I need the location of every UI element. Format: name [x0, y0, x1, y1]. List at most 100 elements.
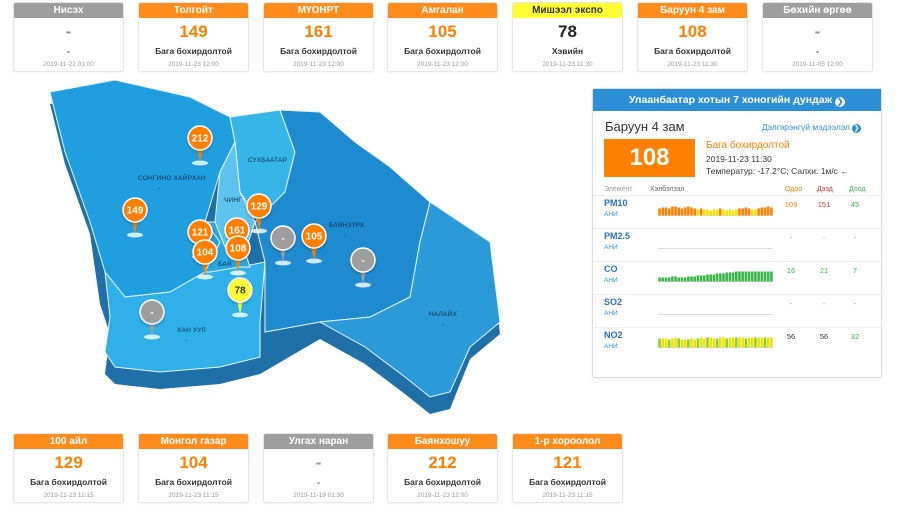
station-card[interactable]: Бөхийн өргөө - - 2019-11-05 12:00	[762, 2, 873, 72]
pollutant-row[interactable]: PM2.5 АНИ - - -	[593, 228, 881, 261]
pollutant-row[interactable]: NO2 АНИ 56 56 32	[593, 327, 881, 360]
chevron-right-icon: ❯	[835, 97, 846, 107]
station-aqi: 149	[179, 22, 208, 41]
pollutant-unit: АНИ	[604, 244, 618, 251]
value-min: -	[853, 299, 857, 308]
col-min: Доод	[849, 186, 866, 193]
sparkline-bar	[750, 271, 754, 282]
sparkline-bar	[760, 337, 764, 348]
district-nalaikh[interactable]	[318, 201, 501, 398]
map-pin[interactable]: 108	[225, 235, 251, 276]
map-pin[interactable]: 78	[227, 277, 253, 318]
sparkline-bar	[699, 337, 703, 348]
value-now: 56	[786, 332, 796, 341]
col-trend: Хэлбэлзэл	[650, 186, 685, 193]
station-card[interactable]: Мишээл экспо 78 Хэвийн 2019-11-23 11:30	[512, 2, 623, 72]
sparkline-bar	[699, 275, 703, 282]
station-time: 2019-11-23 12:00	[293, 61, 344, 68]
sparkline-bar	[661, 207, 665, 216]
sparkline-bar	[718, 208, 722, 216]
sparkline-bar	[687, 276, 690, 282]
sparkline-bar	[766, 337, 770, 348]
district-label: СОНГИНО ХАЙРХАН	[138, 173, 206, 182]
map-pin[interactable]: 105	[301, 223, 327, 264]
station-status: Бага бохирдолтой	[654, 46, 731, 56]
value-max: 151	[817, 200, 831, 209]
station-time: 2019-11-23 12:00	[168, 61, 219, 68]
station-card[interactable]: Толгойт 149 Бага бохирдолтой 2019-11-23 …	[138, 2, 249, 72]
col-now: Одоо	[785, 186, 803, 193]
station-card[interactable]: Улгах наран - - 2019-11-19 01:30	[263, 433, 374, 503]
sparkline-bar	[680, 208, 684, 216]
weather-info: Температур: -17.2°C; Салхи: 1м/с ←	[706, 166, 849, 176]
pollutant-unit: АНИ	[604, 310, 618, 317]
station-card[interactable]: Амгалан 105 Бага бохирдолтой 2019-11-23 …	[387, 2, 498, 72]
sparkline-bar	[661, 338, 665, 348]
station-aqi: 161	[304, 22, 333, 41]
value-now: -	[789, 233, 793, 242]
sparkline-bar	[734, 209, 738, 216]
map-pin[interactable]: -	[350, 247, 376, 288]
pollutant-name: PM10	[604, 198, 628, 208]
station-card[interactable]: Нисэх - - 2019-11-22 01:00	[13, 2, 124, 72]
station-time: 2019-11-23 12:00	[417, 61, 468, 68]
sparkline-bar	[731, 337, 735, 348]
pollutant-name: CO	[604, 264, 618, 274]
value-min: 32	[850, 332, 860, 341]
sparkline-bar	[696, 209, 700, 216]
sparkline-bar	[667, 339, 671, 348]
station-time: 2019-11-23 12:00	[417, 492, 468, 499]
station-card[interactable]: МҮОНРТ 161 Бага бохирдолтой 2019-11-23 1…	[263, 2, 374, 72]
station-aqi: 78	[558, 22, 577, 41]
aqi-value-box: 108	[604, 139, 695, 177]
sparkline-bar	[744, 207, 748, 216]
sparkline-bar	[683, 277, 687, 282]
map-pin[interactable]: -	[270, 225, 296, 266]
sparkline-bar	[674, 206, 677, 216]
sparkline-bar	[696, 338, 700, 348]
pollutant-row[interactable]: SO2 АНИ - - -	[593, 294, 881, 327]
sparkline-bar	[712, 338, 716, 348]
sparkline-bar	[741, 337, 744, 348]
district-khan-uul[interactable]	[104, 261, 266, 373]
station-card[interactable]: 100 айл 129 Бага бохирдолтой 2019-11-23 …	[13, 433, 124, 503]
sparkline-bar	[763, 207, 767, 216]
sparkline-bar	[734, 337, 738, 348]
sparkline-bar	[728, 272, 732, 282]
col-element: Элемент	[604, 186, 633, 193]
station-name: Нисэх	[14, 3, 123, 18]
sparkline-bar	[757, 337, 760, 348]
sparkline-bar	[667, 208, 671, 216]
station-card[interactable]: 1-р хороолол 121 Бага бохирдолтой 2019-1…	[512, 433, 623, 503]
sparkline-bar	[671, 276, 674, 282]
station-aqi: -	[814, 22, 821, 41]
station-name: Бөхийн өргөө	[763, 3, 872, 18]
sparkline-bar	[680, 339, 684, 348]
sparkline-bar	[754, 271, 757, 282]
sparkline-bar	[722, 273, 725, 282]
map-pin[interactable]: -	[139, 299, 165, 340]
sparkline-bar	[709, 210, 712, 216]
station-time: 2019-11-23 11:15	[542, 492, 593, 499]
map-pin[interactable]: 212	[187, 125, 213, 166]
station-card[interactable]: Монгол газар 104 Бага бохирдолтой 2019-1…	[138, 433, 249, 503]
pollutant-row[interactable]: PM10 АНИ 109 151 45	[593, 195, 881, 228]
station-card[interactable]: Баянхошуу 212 Бага бохирдолтой 2019-11-2…	[387, 433, 498, 503]
map-pin[interactable]: 104	[192, 239, 218, 280]
station-card[interactable]: Баруун 4 зам 108 Бага бохирдолтой 2019-1…	[637, 2, 748, 72]
sparkline-bar	[709, 274, 712, 282]
station-status: Хэвийн	[551, 46, 584, 56]
map-pin[interactable]: 129	[246, 193, 272, 234]
district-label: НАЛАЙХ	[429, 309, 457, 318]
map-pin[interactable]: 149	[122, 197, 148, 238]
pollutant-name: NO2	[604, 330, 623, 340]
sparkline-bar	[741, 208, 744, 216]
sparkline-bar	[750, 337, 754, 348]
district-label: ЧИНГ	[224, 197, 242, 204]
sparkline-bar	[718, 337, 722, 348]
detail-link[interactable]: Дэлгэрэнгүй мэдээлэл ❯	[762, 122, 861, 133]
sparkline-bar	[687, 339, 690, 348]
pollutant-row[interactable]: CO АНИ 16 21 7	[593, 261, 881, 294]
panel-station-name: Баруун 4 зам	[605, 119, 685, 134]
panel-header[interactable]: Улаанбаатар хотын 7 хоногийн дундаж ❯	[593, 89, 881, 111]
